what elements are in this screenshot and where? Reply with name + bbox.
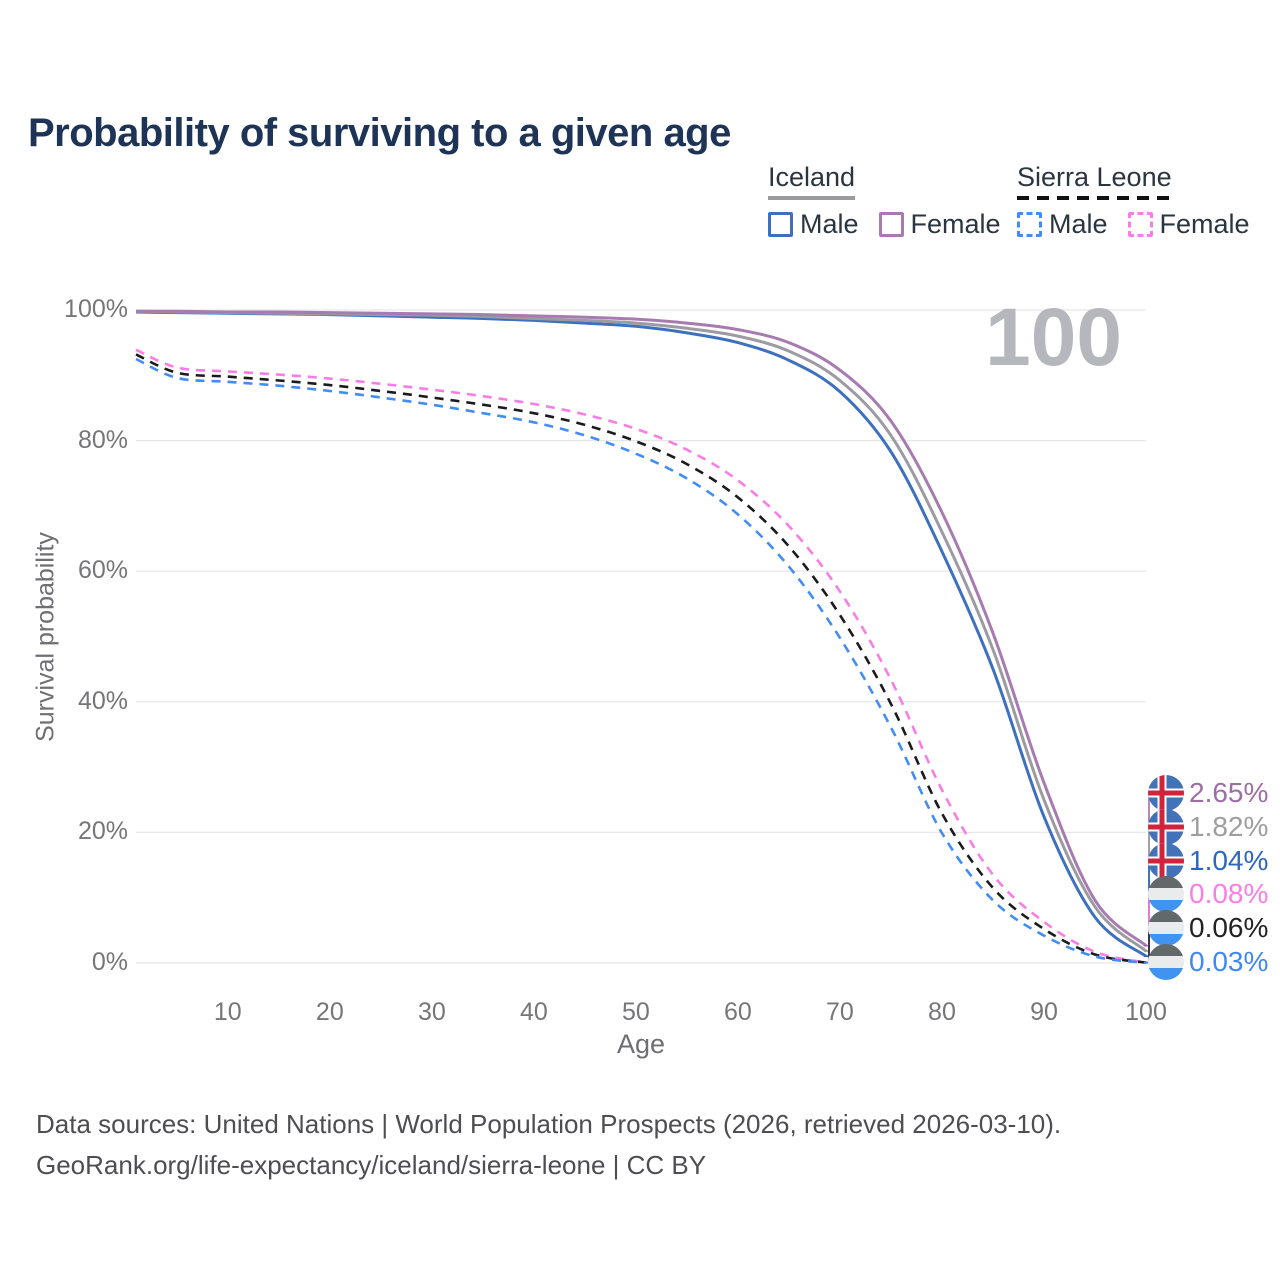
y-tick-label: 80%: [77, 425, 128, 454]
curve-sierra-leone-both: [135, 353, 1147, 964]
legend-country-iceland[interactable]: Iceland: [768, 162, 856, 192]
iceland-female-swatch-icon[interactable]: [878, 212, 904, 237]
end-value-label-sierra-leone-female: 0.08%: [1189, 878, 1269, 910]
curve-sierra-leone-male: [135, 357, 1147, 965]
page-title: Probability of surviving to a given age: [28, 110, 731, 155]
end-value-label-sierra-leone-both: 0.06%: [1189, 912, 1269, 944]
x-tick-label: 20: [315, 998, 344, 1026]
iceland-flag: [1148, 808, 1184, 845]
legend-group-iceland: Iceland Male Female: [768, 162, 1001, 240]
y-tick-label: 100%: [64, 295, 128, 323]
x-tick-label: 30: [417, 998, 446, 1026]
iceland-male-swatch-icon[interactable]: [768, 212, 793, 237]
sierra-leone-flag-icon: [1148, 910, 1184, 947]
end-value-label-sierra-leone-male: 0.03%: [1189, 946, 1269, 977]
footer: Data sources: United Nations | World Pop…: [36, 1104, 1061, 1186]
y-tick-label: 20%: [77, 817, 128, 846]
end-value-label-iceland-both: 1.82%: [1189, 810, 1269, 842]
x-axis-title: Age: [616, 1029, 666, 1059]
sierra-leone-flag-icon: [1148, 944, 1184, 980]
legend-label-sierra-leone-male[interactable]: Male: [1049, 209, 1108, 239]
sierra-leone-male-swatch-icon[interactable]: [1017, 212, 1042, 237]
legend-linestyle-sierra-leone: [1017, 196, 1172, 200]
sierra-leone-flag: [1148, 910, 1184, 947]
legend-group-sierra-leone: Sierra Leone Male Female: [1017, 162, 1250, 240]
iceland-flag: [1148, 775, 1184, 811]
sierra-leone-flag: [1148, 876, 1184, 913]
x-tick-label: 80: [928, 998, 956, 1026]
iceland-flag: [1148, 842, 1184, 879]
sierra-leone-female-swatch-icon[interactable]: [1127, 212, 1153, 237]
end-value-label-iceland-female: 2.65%: [1189, 777, 1269, 808]
footer-attribution: GeoRank.org/life-expectancy/iceland/sier…: [36, 1150, 707, 1180]
sierra-leone-flag-icon: [1148, 876, 1184, 913]
curve-iceland-male: [135, 310, 1147, 958]
iceland-flag-icon: [1148, 842, 1184, 879]
legend-item-sierra-leone-female[interactable]: Female: [1127, 209, 1250, 240]
legend-label-iceland-male[interactable]: Male: [800, 209, 859, 239]
legend-linestyle-iceland: [768, 196, 856, 200]
footer-data-sources: Data sources: United Nations | World Pop…: [36, 1109, 1062, 1139]
legend-country-sierra-leone[interactable]: Sierra Leone: [1017, 162, 1172, 192]
legend-item-iceland-male[interactable]: Male: [768, 209, 859, 240]
curve-iceland-both: [135, 309, 1147, 953]
x-tick-label: 10: [213, 998, 242, 1026]
legend-item-sierra-leone-male[interactable]: Male: [1017, 209, 1108, 240]
x-tick-label: 40: [519, 998, 548, 1026]
x-tick-label: 90: [1030, 998, 1058, 1026]
curve-sierra-leone-female: [135, 348, 1147, 964]
iceland-flag-icon: [1148, 775, 1184, 811]
legend-label-sierra-leone-female[interactable]: Female: [1159, 209, 1250, 239]
y-tick-label: 60%: [77, 556, 128, 585]
end-value-label-iceland-male: 1.04%: [1189, 844, 1269, 876]
age-counter-watermark: 100: [985, 292, 1122, 383]
legend-label-iceland-female[interactable]: Female: [910, 209, 1001, 239]
x-tick-label: 60: [724, 998, 752, 1026]
y-tick-label: 0%: [91, 948, 128, 976]
curve-iceland-female: [135, 309, 1147, 947]
y-tick-label: 40%: [77, 686, 128, 715]
sierra-leone-flag: [1148, 944, 1184, 980]
iceland-flag-icon: [1148, 808, 1184, 845]
legend-item-iceland-female[interactable]: Female: [878, 209, 1001, 240]
x-tick-label: 100: [1125, 998, 1167, 1026]
x-tick-label: 70: [826, 998, 854, 1026]
x-tick-label: 50: [621, 998, 650, 1026]
